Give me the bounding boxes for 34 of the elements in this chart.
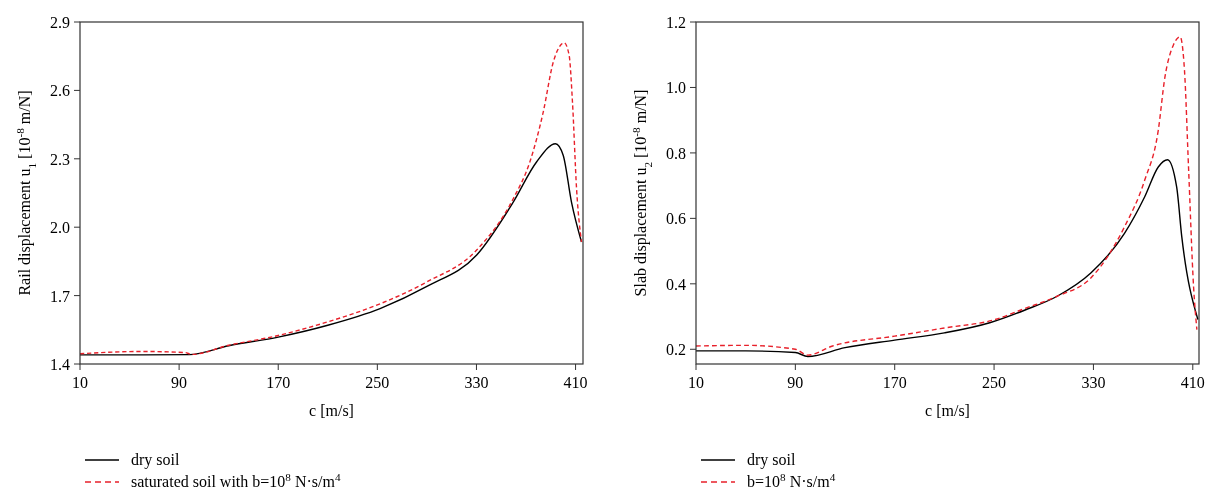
x-tick-label: 10: [688, 374, 704, 391]
y-tick-label: 2.6: [50, 82, 70, 100]
y-tick-label: 2.0: [50, 219, 70, 237]
y-tick-label: 0.2: [666, 341, 686, 359]
x-tick-label: 250: [365, 374, 390, 391]
y-tick-label: 1.0: [666, 79, 686, 97]
y-tick-label: 2.9: [50, 14, 70, 31]
x-tick-label: 170: [882, 374, 907, 391]
x-tick-label: 410: [1180, 374, 1205, 391]
line-series: [80, 42, 583, 356]
line-series: [696, 36, 1198, 356]
legend-label: saturated soil with b=10$^{8}$ N·s/m$^{4}$: [131, 471, 341, 490]
x-tick-label: 250: [982, 374, 1007, 391]
x-tick-label: 10: [72, 374, 88, 391]
x-tick-label: 330: [464, 374, 489, 391]
y-tick-label: 1.2: [666, 14, 686, 31]
y-tick-label: 0.6: [666, 210, 686, 228]
x-tick-label: 330: [1081, 374, 1106, 391]
y-tick-label: 0.4: [666, 275, 686, 293]
legend-label: dry soil: [131, 451, 180, 469]
line-series: [696, 159, 1199, 358]
x-tick-label: 90: [171, 374, 188, 391]
x-tick-label: 170: [266, 374, 291, 391]
line-series: [80, 143, 583, 356]
y-tick-label: 1.7: [50, 287, 70, 305]
y-tick-label: 1.4: [50, 356, 70, 373]
y-tick-label: 2.3: [50, 150, 70, 168]
legend-label: dry soil: [747, 451, 796, 469]
x-tick-label: 410: [563, 374, 588, 391]
legend-label: b=10$^{8}$ N·s/m$^{4}$: [747, 471, 836, 490]
x-tick-label: 90: [787, 374, 804, 391]
x-axis-title: c [m/s]: [309, 402, 354, 419]
y-tick-label: 0.8: [666, 144, 686, 162]
x-axis-title: c [m/s]: [925, 402, 970, 419]
